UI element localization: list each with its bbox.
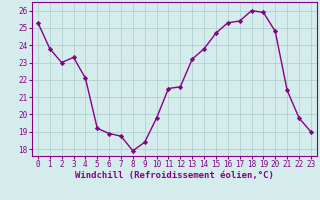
X-axis label: Windchill (Refroidissement éolien,°C): Windchill (Refroidissement éolien,°C) — [75, 171, 274, 180]
